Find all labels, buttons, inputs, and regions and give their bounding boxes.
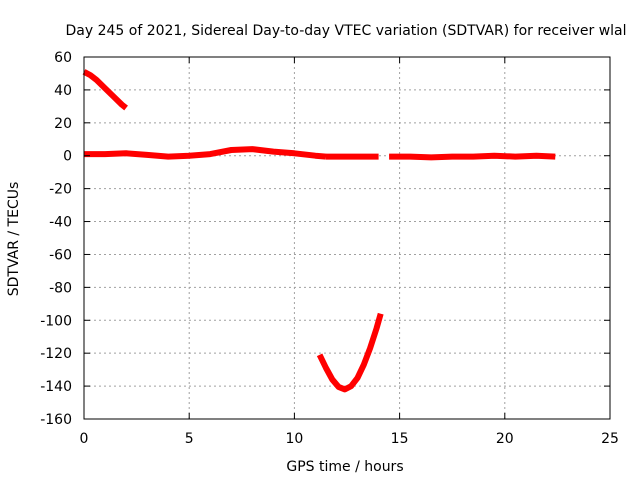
y-tick-label: -140 (40, 379, 72, 395)
x-tick-label: 5 (185, 431, 194, 447)
y-tick-label: 40 (54, 83, 72, 99)
series-line (316, 312, 384, 393)
x-axis: 0 5 10 15 20 25 (80, 57, 619, 447)
y-tick-label: -60 (49, 247, 72, 263)
y-tick-label: -160 (40, 412, 72, 428)
y-tick-label: -80 (49, 280, 72, 296)
x-tick-label: 15 (391, 431, 409, 447)
y-tick-label: -40 (49, 215, 72, 231)
y-tick-label: 60 (54, 50, 72, 66)
series-line (84, 146, 327, 160)
grid (84, 57, 610, 419)
x-tick-label: 10 (285, 431, 303, 447)
x-tick-label: 25 (601, 431, 619, 447)
y-axis: -160 -140 -120 -100 -80 -60 -40 -20 0 20 40 60 (40, 50, 610, 428)
series-line (82, 69, 128, 111)
plot-border (83, 56, 611, 420)
x-tick-label: 0 (80, 431, 89, 447)
y-tick-label: 0 (63, 149, 72, 165)
y-tick-label: 20 (54, 116, 72, 132)
y-axis-label: SDTVAR / TECUs (6, 182, 22, 297)
plot-frame (83, 56, 611, 420)
chart-title: Day 245 of 2021, Sidereal Day-to-day VTE… (65, 23, 626, 39)
y-tick-label: -20 (49, 182, 72, 198)
y-tick-label: -100 (40, 313, 72, 329)
x-tick-label: 20 (496, 431, 514, 447)
series-line (389, 152, 556, 161)
series-group (82, 69, 556, 393)
y-tick-label: -120 (40, 346, 72, 362)
x-axis-label: GPS time / hours (286, 459, 403, 475)
